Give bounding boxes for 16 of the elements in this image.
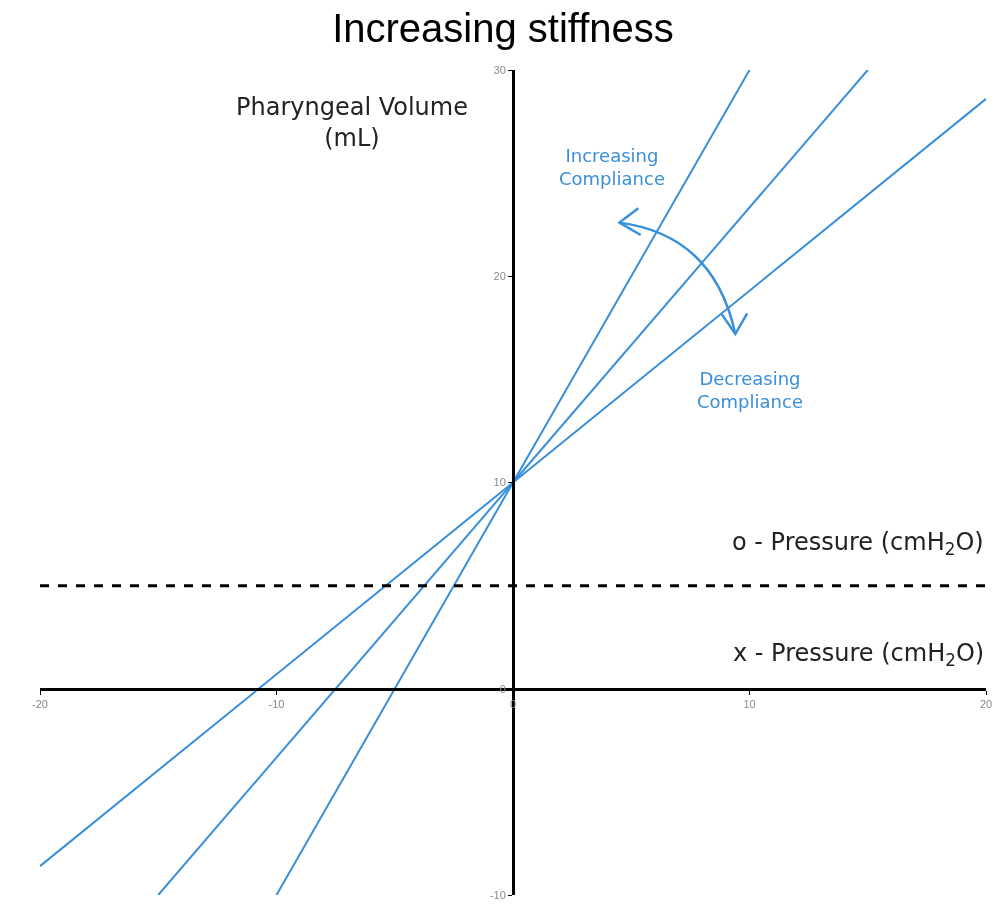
y-tick-label: 30	[493, 63, 506, 76]
annotation: Increasing Compliance	[559, 145, 665, 190]
y-tick-label: 0	[499, 682, 506, 695]
x-tick-label: 20	[979, 697, 993, 710]
y-tick-label: 10	[493, 476, 506, 489]
ref-line-label: o - Pressure (cmH$_{2}$O)	[732, 528, 984, 560]
x-tick-label: 0	[509, 697, 517, 710]
y-tick-label: -10	[489, 888, 506, 901]
x-tick-label: 10	[743, 697, 756, 710]
y-tick-label: 20	[493, 270, 506, 283]
chart-title: Increasing stiffness	[332, 5, 674, 50]
x-tick-label: -10	[268, 697, 285, 710]
x-tick-label: -20	[32, 697, 48, 710]
annotation: Decreasing Compliance	[697, 368, 803, 413]
x-axis-title: x - Pressure (cmH$_{2}$O)	[733, 639, 985, 671]
y-axis-title: Pharyngeal Volume (mL)	[236, 93, 468, 153]
